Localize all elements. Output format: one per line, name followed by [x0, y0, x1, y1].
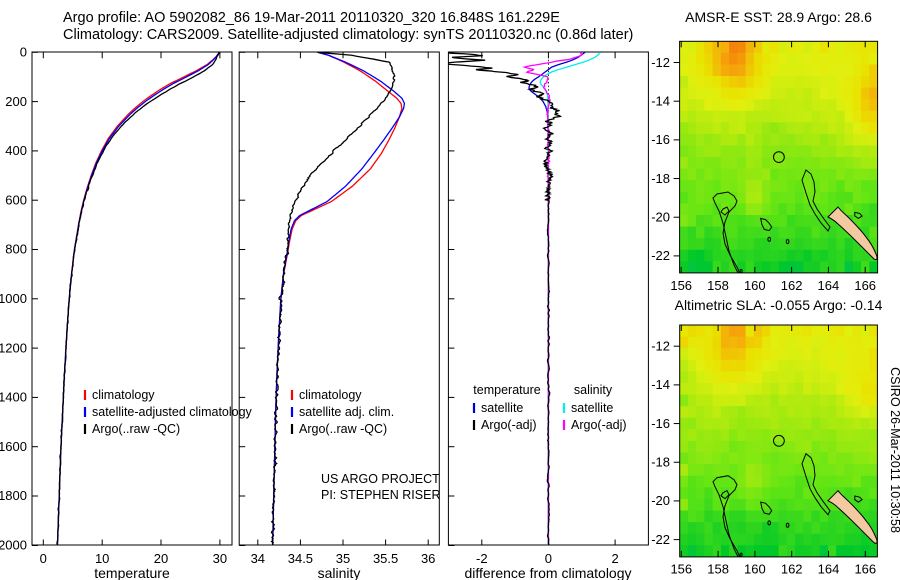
svg-text:0: 0: [20, 45, 27, 60]
svg-text:156: 156: [670, 562, 692, 577]
svg-text:0: 0: [40, 551, 47, 566]
svg-text:156: 156: [670, 278, 692, 293]
svg-text:-22: -22: [651, 248, 670, 263]
svg-text:CSIRO 26-Mar-2011 10:30:58: CSIRO 26-Mar-2011 10:30:58: [888, 367, 900, 533]
svg-text:climatology: climatology: [92, 388, 155, 402]
svg-text:160: 160: [744, 562, 766, 577]
svg-text:-20: -20: [651, 210, 670, 225]
svg-text:30: 30: [213, 551, 227, 566]
svg-text:difference from climatology: difference from climatology: [464, 565, 631, 580]
svg-text:34: 34: [251, 551, 265, 566]
svg-text:-16: -16: [651, 132, 670, 147]
svg-text:36: 36: [421, 551, 435, 566]
svg-text:Argo(-adj): Argo(-adj): [481, 418, 537, 432]
svg-text:PI: STEPHEN RISER: PI: STEPHEN RISER: [321, 488, 440, 502]
svg-text:-14: -14: [651, 377, 670, 392]
svg-text:satellite-adjusted climatology: satellite-adjusted climatology: [92, 405, 253, 419]
svg-text:-22: -22: [651, 532, 670, 547]
svg-text:2: 2: [611, 551, 618, 566]
svg-text:800: 800: [5, 242, 27, 257]
svg-text:Climatology: CARS2009. Satelli: Climatology: CARS2009. Satellite-adjuste…: [63, 27, 633, 43]
svg-text:-18: -18: [651, 171, 670, 186]
svg-text:164: 164: [818, 562, 840, 577]
svg-text:-12: -12: [651, 339, 670, 354]
svg-text:35: 35: [336, 551, 350, 566]
svg-text:-2: -2: [476, 551, 488, 566]
svg-text:Argo profile: AO 5902082_86 19: Argo profile: AO 5902082_86 19-Mar-2011 …: [63, 10, 560, 26]
svg-text:20: 20: [154, 551, 168, 566]
svg-text:satellite adj. clim.: satellite adj. clim.: [299, 405, 394, 419]
svg-text:0: 0: [545, 551, 552, 566]
svg-text:-16: -16: [651, 416, 670, 431]
svg-text:200: 200: [5, 94, 27, 109]
svg-text:temperature: temperature: [473, 383, 540, 397]
svg-text:salinity: salinity: [318, 565, 361, 580]
svg-text:1600: 1600: [0, 439, 27, 454]
svg-text:162: 162: [781, 562, 803, 577]
svg-text:-18: -18: [651, 455, 670, 470]
svg-text:600: 600: [5, 192, 27, 207]
svg-text:AMSR-E SST: 28.9 Argo: 28.6: AMSR-E SST: 28.9 Argo: 28.6: [685, 9, 872, 25]
svg-text:158: 158: [707, 278, 729, 293]
svg-text:satellite: satellite: [571, 401, 613, 415]
svg-text:-12: -12: [651, 55, 670, 70]
svg-text:Altimetric SLA: -0.055 Argo: -: Altimetric SLA: -0.055 Argo: -0.14: [675, 297, 883, 313]
svg-text:1200: 1200: [0, 340, 27, 355]
svg-text:-14: -14: [651, 94, 670, 109]
svg-text:satellite: satellite: [481, 401, 523, 415]
svg-text:US ARGO PROJECT: US ARGO PROJECT: [321, 472, 440, 486]
svg-text:10: 10: [95, 551, 109, 566]
svg-text:1000: 1000: [0, 291, 27, 306]
svg-text:salinity: salinity: [574, 383, 613, 397]
svg-text:2000: 2000: [0, 538, 27, 553]
svg-text:1800: 1800: [0, 488, 27, 503]
svg-text:Argo(-adj): Argo(-adj): [571, 418, 627, 432]
svg-text:160: 160: [744, 278, 766, 293]
svg-text:Argo(..raw -QC): Argo(..raw -QC): [299, 422, 387, 436]
svg-text:400: 400: [5, 143, 27, 158]
svg-text:166: 166: [854, 278, 876, 293]
svg-text:162: 162: [781, 278, 803, 293]
svg-text:164: 164: [818, 278, 840, 293]
svg-text:-20: -20: [651, 493, 670, 508]
svg-text:35.5: 35.5: [373, 551, 398, 566]
svg-text:climatology: climatology: [299, 388, 362, 402]
svg-text:34.5: 34.5: [288, 551, 313, 566]
svg-text:1400: 1400: [0, 390, 27, 405]
svg-text:Argo(..raw -QC): Argo(..raw -QC): [92, 422, 180, 436]
svg-text:158: 158: [707, 562, 729, 577]
svg-text:temperature: temperature: [94, 565, 170, 580]
svg-text:166: 166: [854, 562, 876, 577]
